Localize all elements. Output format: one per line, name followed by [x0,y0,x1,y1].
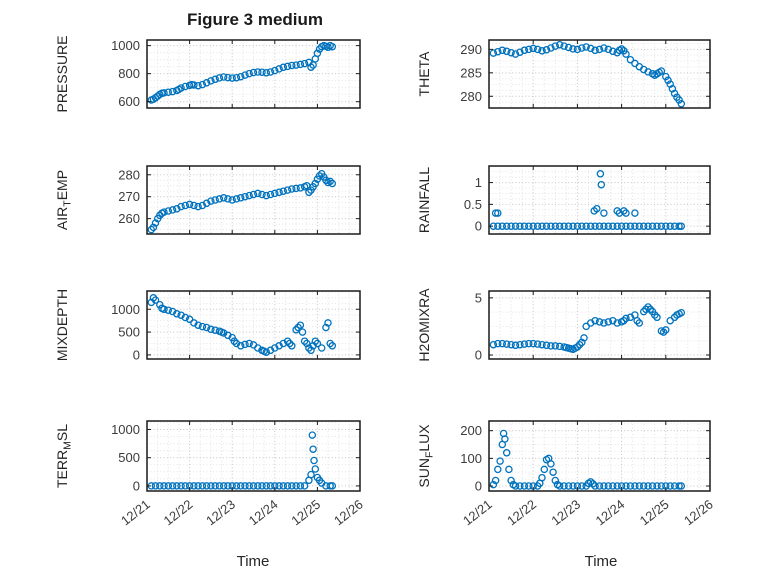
y-axis-label: AIRTEMP [54,170,74,230]
x-tick-label: 12/24 [593,497,628,529]
y-axis-label: PRESSURE [54,35,70,112]
y-tick-label: 600 [118,94,140,109]
x-tick-label: 12/21 [460,497,495,529]
subplot-theta: 280 285 290 THETA [416,39,711,109]
scatter-points [147,41,337,104]
y-axis-label: H2OMIXRA [416,288,432,362]
x-tick-label: 12/25 [637,497,672,529]
y-tick-label: 0 [475,219,482,234]
subplot-air-temp: 260 270 280 AIRTEMP [54,165,361,235]
subplot-rainfall: 0 0.5 1 RAINFALL [416,165,711,235]
y-tick-label: 285 [460,65,482,80]
scatter-points [147,169,337,234]
y-axis-label: MIXDEPTH [54,289,70,361]
y-tick-label: 1 [475,175,482,190]
y-tick-label: 1000 [111,302,140,317]
subplot-pressure: 600 800 1000 PRESSURE [54,35,361,113]
y-tick-label: 1000 [111,422,140,437]
scatter-points [147,294,337,356]
subplot-sun-flux: 0 100 200 SUNFLUX 12/21 12/22 12/23 12/24 12/25 1… [416,420,716,529]
scatter-points [147,431,337,490]
subplot-h2omixra: 0 5 H2OMIXRA [416,288,711,363]
y-axis-label: THETA [416,51,432,97]
x-tick-label: 12/25 [288,497,323,529]
scatter-points [489,40,686,108]
x-tick-label: 12/21 [118,497,153,529]
scatter-points [489,429,686,490]
x-tick-label: 12/23 [203,497,238,529]
y-tick-label: 0 [475,348,482,363]
y-tick-label: 280 [118,167,140,182]
y-tick-label: 260 [118,211,140,226]
y-tick-label: 100 [460,451,482,466]
y-tick-label: 270 [118,189,140,204]
subplot-terr-msl: 0 500 1000 TERRMSL 12/21 12/22 12/23 12/24 12/25… [54,420,366,529]
y-tick-label: 500 [118,450,140,465]
x-tick-label: 12/24 [246,497,281,529]
y-axis-label: TERRMSL [54,424,74,488]
subplot-mixdepth: 0 500 1000 MIXDEPTH [54,289,361,362]
y-tick-label: 500 [118,325,140,340]
y-axis-label: SUNFLUX [416,424,436,488]
x-axis-label-right: Time [584,553,618,570]
y-tick-label: 800 [118,66,140,81]
x-tick-label: 12/22 [504,497,539,529]
x-tick-label: 12/22 [161,497,196,529]
scatter-points [489,170,686,230]
y-axis-label: RAINFALL [416,167,432,233]
x-axis-label-left: Time [236,553,270,570]
y-tick-label: 0 [133,347,140,362]
y-tick-label: 290 [460,42,482,57]
y-tick-label: 0.5 [464,197,482,212]
scatter-points [489,303,686,354]
y-tick-label: 280 [460,89,482,104]
y-tick-label: 200 [460,423,482,438]
figure-title: Figure 3 medium [186,10,324,29]
y-tick-label: 5 [475,290,482,305]
y-tick-label: 1000 [111,38,140,53]
x-tick-label: 12/26 [681,497,716,529]
y-tick-label: 0 [133,478,140,493]
x-tick-label: 12/26 [331,497,366,529]
x-tick-label: 12/23 [548,497,583,529]
y-tick-label: 0 [475,479,482,494]
